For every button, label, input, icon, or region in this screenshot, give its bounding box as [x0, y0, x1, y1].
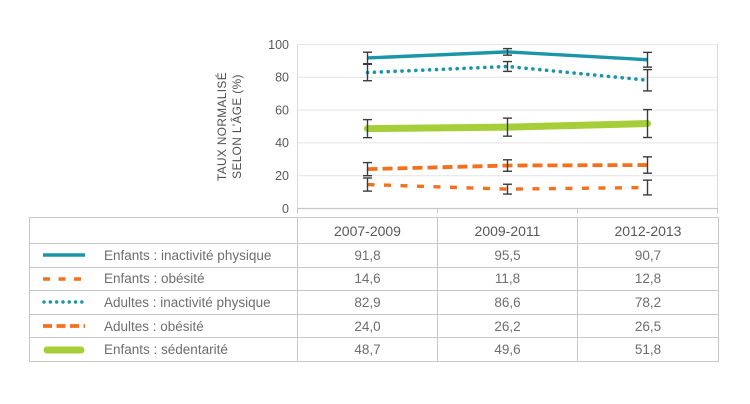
table-row: Enfants : inactivité physique 91,8 95,5 … — [29, 243, 719, 268]
value-cell: 51,8 — [577, 337, 719, 362]
series-label: Enfants : inactivité physique — [104, 247, 272, 263]
svg-text:0: 0 — [282, 202, 289, 216]
col-header-period-1: 2007-2009 — [297, 217, 438, 244]
svg-text:60: 60 — [275, 103, 289, 117]
svg-text:20: 20 — [275, 169, 289, 183]
y-tick-labels: 0 20 40 60 80 100 — [268, 38, 289, 216]
svg-text:100: 100 — [268, 38, 289, 52]
value-cell: 91,8 — [297, 243, 438, 268]
col-header-period-3: 2012-2013 — [577, 217, 719, 244]
series-label: Adultes : obésité — [104, 318, 204, 334]
svg-text:SELON L'ÂGE (%): SELON L'ÂGE (%) — [230, 74, 244, 179]
legend-data-table-wrap: 2007-2009 2009-2011 2012-2013 Enfants : … — [29, 217, 719, 362]
value-cell: 14,6 — [297, 266, 438, 292]
value-cell: 82,9 — [297, 290, 438, 315]
col-header-period-2: 2009-2011 — [437, 217, 578, 244]
data-table: 2007-2009 2009-2011 2012-2013 Enfants : … — [29, 217, 719, 362]
series-line-swatch-dotted-teal-icon — [42, 300, 87, 305]
series-line-1 — [367, 182, 648, 191]
svg-text:TAUX NORMALISÉ: TAUX NORMALISÉ — [215, 72, 229, 181]
chart: 0 20 40 60 80 100 TAUX NORMALISÉ SELON L'ÂGE (%… — [215, 38, 718, 216]
y-axis-title: TAUX NORMALISÉ SELON L'ÂGE (%) — [215, 72, 244, 181]
series-line-swatch-long-dash-orange-icon — [43, 324, 85, 328]
series-line-2 — [365, 64, 650, 83]
value-cell: 49,6 — [437, 337, 578, 362]
series-label: Enfants : obésité — [104, 271, 205, 287]
value-cell: 78,2 — [577, 290, 719, 315]
value-cell: 11,8 — [437, 266, 578, 292]
value-cell: 26,2 — [437, 313, 578, 339]
table-row: Adultes : inactivité physique 82,9 86,6 … — [29, 290, 719, 315]
svg-text:40: 40 — [275, 136, 289, 150]
table-header-row: 2007-2009 2009-2011 2012-2013 — [29, 217, 719, 244]
value-cell: 12,8 — [577, 266, 719, 292]
value-cell: 86,6 — [437, 290, 578, 315]
value-cell: 26,5 — [577, 313, 719, 339]
series-line-swatch-thick-solid-green-icon — [43, 346, 85, 354]
series-label: Adultes : inactivité physique — [104, 294, 271, 310]
value-cell: 24,0 — [297, 313, 438, 339]
value-cell: 95,5 — [437, 243, 578, 268]
value-cell: 90,7 — [577, 243, 719, 268]
series-line-swatch-short-dash-orange-icon — [43, 277, 85, 281]
table-row: Enfants : obésité 14,6 11,8 12,8 — [29, 266, 719, 292]
legend-header-spacer — [29, 217, 298, 244]
value-cell: 48,7 — [297, 337, 438, 362]
table-row: Adultes : obésité 24,0 26,2 26,5 — [29, 313, 719, 339]
series-label: Enfants : sédentarité — [104, 342, 228, 358]
table-row: Enfants : sédentarité 48,7 49,6 51,8 — [29, 337, 719, 362]
series-line-swatch-solid-teal-icon — [43, 253, 85, 257]
error-bars — [363, 47, 652, 196]
svg-text:80: 80 — [275, 71, 289, 85]
